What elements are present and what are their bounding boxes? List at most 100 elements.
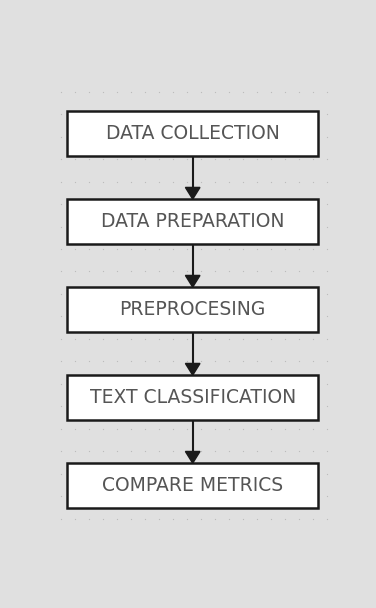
Point	[296, 469, 302, 478]
Point	[184, 311, 190, 321]
Point	[184, 177, 190, 187]
Point	[114, 311, 120, 321]
Point	[156, 199, 162, 209]
Point	[226, 154, 232, 164]
Point	[254, 109, 260, 119]
Point	[184, 87, 190, 97]
Point	[240, 469, 246, 478]
Point	[198, 311, 204, 321]
Point	[156, 132, 162, 142]
Point	[170, 514, 176, 523]
Point	[142, 334, 148, 344]
Point	[254, 311, 260, 321]
Point	[282, 87, 288, 97]
Point	[58, 177, 64, 187]
Point	[100, 177, 106, 187]
Point	[324, 311, 330, 321]
Point	[86, 311, 92, 321]
Point	[324, 401, 330, 411]
Point	[268, 177, 274, 187]
Point	[296, 132, 302, 142]
Point	[324, 132, 330, 142]
Point	[72, 401, 78, 411]
Point	[310, 379, 316, 389]
Point	[100, 491, 106, 501]
Point	[296, 379, 302, 389]
Point	[268, 401, 274, 411]
Point	[72, 177, 78, 187]
Point	[156, 109, 162, 119]
Point	[170, 222, 176, 232]
Point	[58, 222, 64, 232]
Point	[170, 334, 176, 344]
Point	[226, 401, 232, 411]
Point	[282, 514, 288, 523]
Point	[268, 132, 274, 142]
Polygon shape	[185, 364, 200, 375]
Point	[254, 222, 260, 232]
Point	[198, 469, 204, 478]
Point	[282, 154, 288, 164]
Point	[212, 222, 218, 232]
Point	[184, 514, 190, 523]
Point	[198, 132, 204, 142]
Point	[86, 356, 92, 366]
Point	[226, 222, 232, 232]
Point	[58, 401, 64, 411]
Point	[156, 266, 162, 276]
Text: TEXT CLASSIFICATION: TEXT CLASSIFICATION	[89, 388, 296, 407]
Point	[184, 109, 190, 119]
Point	[142, 311, 148, 321]
Point	[212, 379, 218, 389]
Point	[282, 446, 288, 456]
Point	[170, 132, 176, 142]
Point	[212, 334, 218, 344]
Bar	[67, 199, 318, 244]
Point	[268, 311, 274, 321]
Point	[296, 356, 302, 366]
Point	[282, 222, 288, 232]
Point	[212, 424, 218, 434]
Point	[58, 514, 64, 523]
Point	[240, 244, 246, 254]
Point	[156, 289, 162, 299]
Point	[86, 132, 92, 142]
Point	[324, 109, 330, 119]
Point	[268, 222, 274, 232]
Point	[324, 222, 330, 232]
Point	[254, 334, 260, 344]
Point	[310, 446, 316, 456]
Point	[282, 469, 288, 478]
Point	[296, 491, 302, 501]
Point	[86, 469, 92, 478]
Point	[58, 132, 64, 142]
Point	[240, 356, 246, 366]
Point	[240, 154, 246, 164]
Point	[170, 311, 176, 321]
Point	[142, 87, 148, 97]
Text: COMPARE METRICS: COMPARE METRICS	[102, 476, 283, 495]
Point	[226, 469, 232, 478]
Point	[58, 446, 64, 456]
Point	[128, 491, 134, 501]
Point	[310, 109, 316, 119]
Point	[212, 514, 218, 523]
Point	[114, 109, 120, 119]
Point	[156, 311, 162, 321]
Point	[114, 491, 120, 501]
Point	[170, 356, 176, 366]
Point	[324, 154, 330, 164]
Point	[268, 514, 274, 523]
Point	[310, 289, 316, 299]
Point	[156, 334, 162, 344]
Text: DATA COLLECTION: DATA COLLECTION	[106, 124, 280, 143]
Point	[72, 222, 78, 232]
Point	[324, 379, 330, 389]
Point	[296, 334, 302, 344]
Polygon shape	[185, 452, 200, 463]
Point	[184, 199, 190, 209]
Point	[72, 109, 78, 119]
Point	[212, 87, 218, 97]
Point	[282, 266, 288, 276]
Point	[240, 379, 246, 389]
